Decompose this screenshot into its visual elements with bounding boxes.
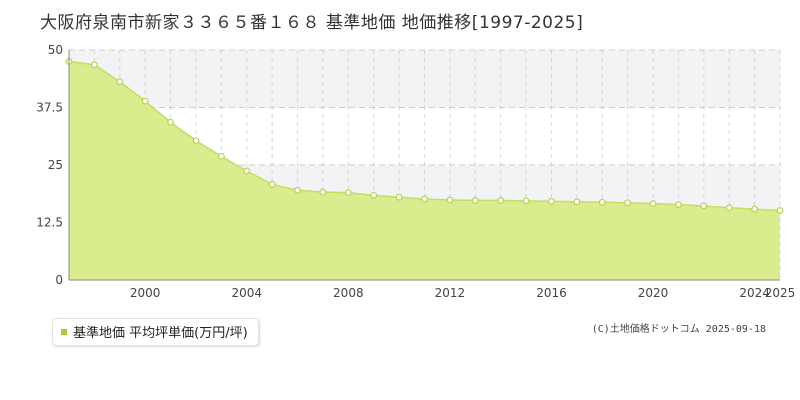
chart-title: 大阪府泉南市新家３３６５番１６８ 基準地価 地価推移[1997-2025] (40, 13, 584, 33)
data-point (294, 186, 301, 194)
y-tick-label: 12.5 (36, 216, 63, 230)
x-tick-label: 2004 (231, 286, 262, 300)
x-tick-label: 2012 (435, 286, 466, 300)
x-tick-label: 2000 (130, 286, 161, 300)
data-point (90, 61, 98, 69)
data-point (192, 137, 200, 145)
data-point (344, 189, 352, 197)
data-point (548, 197, 555, 205)
data-point (446, 196, 454, 204)
x-tick-label: 2020 (638, 286, 669, 300)
data-point (675, 201, 682, 208)
data-point (700, 202, 708, 210)
x-tick-label: 2008 (333, 286, 364, 300)
y-tick-label: 37.5 (36, 101, 63, 115)
data-point (598, 198, 606, 206)
data-point (370, 191, 378, 199)
x-tick-label: 2024 (739, 286, 770, 300)
legend[interactable]: 基準地価 平均坪単価(万円/坪) (52, 318, 259, 346)
y-tick-label: 25 (48, 158, 63, 172)
data-point (776, 207, 784, 214)
data-point (649, 200, 657, 208)
data-point (217, 152, 225, 160)
data-point (167, 118, 174, 126)
data-point (725, 204, 733, 212)
data-point (395, 193, 403, 201)
legend-label: 基準地価 平均坪単価(万円/坪) (73, 326, 248, 341)
data-point (421, 195, 428, 203)
data-point (243, 167, 251, 175)
x-tick-label: 2016 (536, 286, 567, 300)
data-point (573, 198, 581, 206)
data-point (497, 197, 505, 204)
data-point (319, 188, 327, 196)
y-tick-label: 50 (48, 43, 63, 57)
y-tick-label: 0 (55, 273, 63, 287)
data-point (141, 97, 149, 105)
legend-marker (61, 328, 67, 335)
data-point (624, 199, 632, 207)
data-point (522, 197, 530, 205)
credit-text: (C)土地価格ドットコム 2025-09-18 (591, 324, 766, 335)
data-point (268, 180, 276, 188)
x-tick-label: 2025 (765, 286, 796, 300)
data-point (471, 197, 479, 204)
data-point (116, 78, 124, 86)
series-area (69, 61, 780, 280)
data-point (751, 205, 759, 213)
